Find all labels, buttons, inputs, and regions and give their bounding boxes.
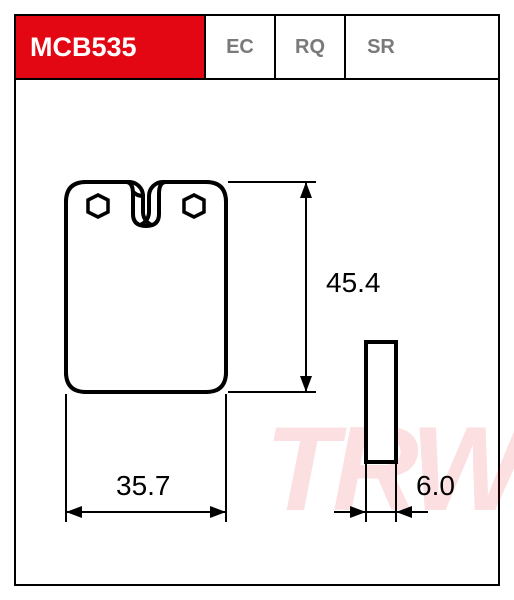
dim-thick-value: 6.0	[416, 470, 455, 502]
dim-width-value: 35.7	[116, 470, 171, 502]
diagram-frame: MCB535 EC RQ SR TRW	[14, 14, 500, 586]
part-number: MCB535	[16, 16, 206, 78]
pad-side-view	[366, 342, 396, 462]
header-row: MCB535 EC RQ SR	[16, 16, 498, 80]
dim-height	[228, 182, 316, 392]
technical-drawing	[16, 82, 502, 588]
type-rq: RQ	[276, 16, 346, 78]
type-ec: EC	[206, 16, 276, 78]
type-sr: SR	[346, 16, 416, 78]
dim-width	[66, 394, 226, 522]
dim-thickness	[334, 464, 428, 522]
diagram-content: TRW	[16, 82, 498, 588]
dim-height-value: 45.4	[326, 267, 381, 299]
